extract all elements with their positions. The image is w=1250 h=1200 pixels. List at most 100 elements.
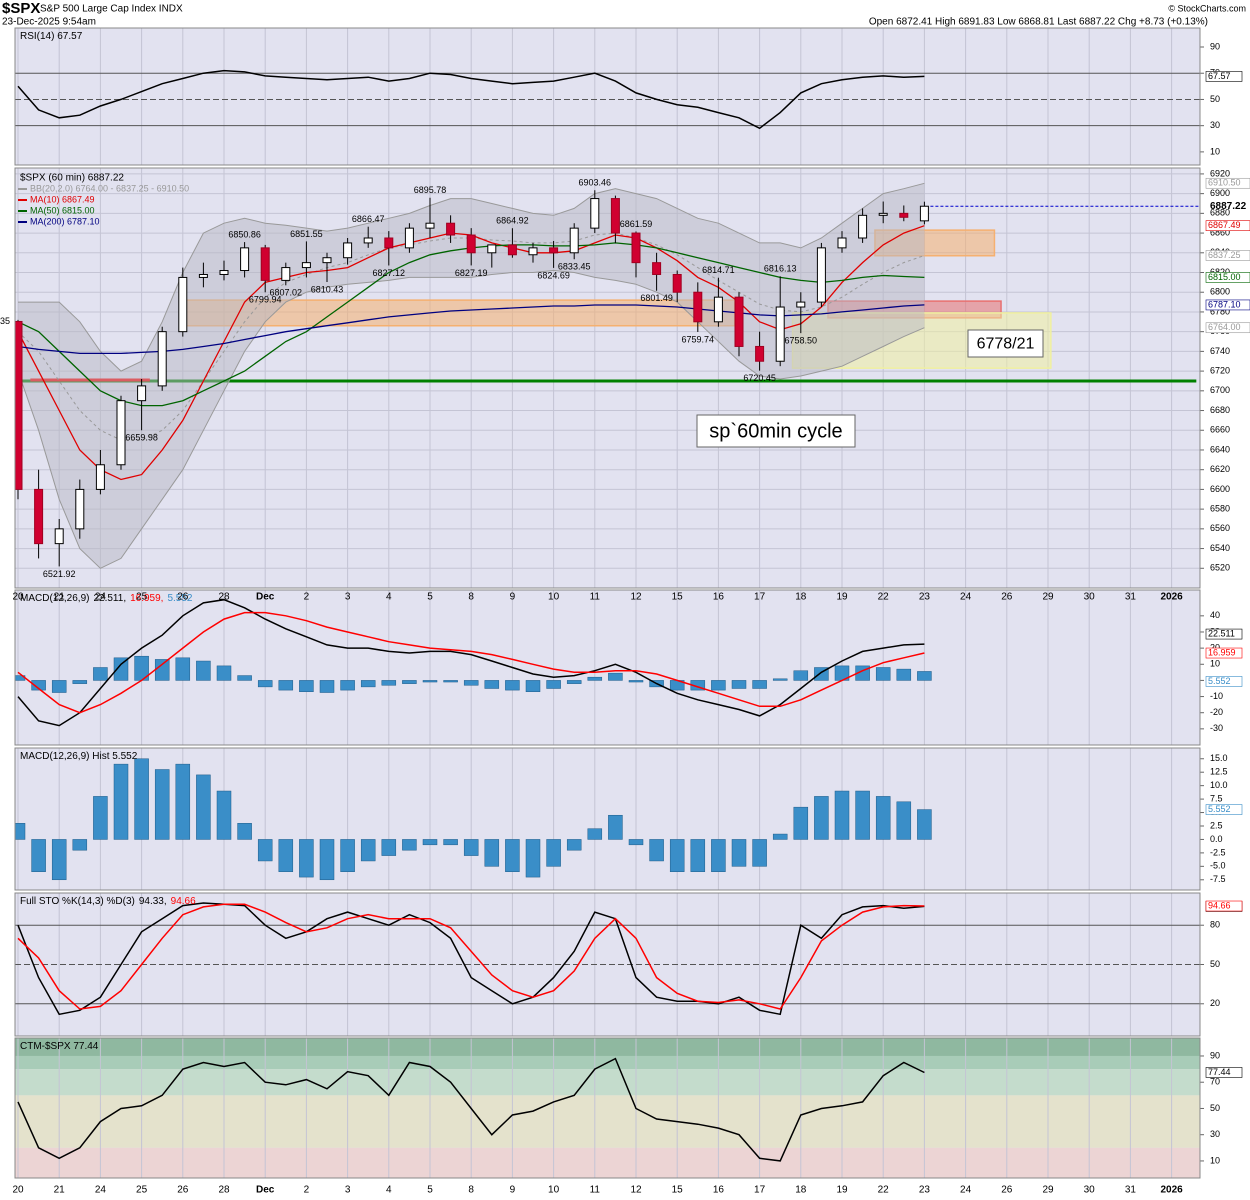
series-line [17, 304, 925, 355]
bar [917, 671, 932, 681]
panel-border [14, 1037, 1201, 1179]
cycle-annotation-box [696, 414, 856, 448]
panel-border [14, 747, 1201, 891]
legend-label: 16.959, [130, 593, 163, 604]
bar [546, 839, 561, 867]
bar [587, 676, 603, 681]
x-tick-label: 16 [713, 1185, 725, 1196]
bar [31, 680, 46, 691]
candle-body [240, 247, 250, 272]
bar [711, 680, 726, 691]
bar [216, 790, 232, 840]
y-tick-label: 0.0 [1210, 834, 1223, 844]
y-tick-label: 90 [1210, 1050, 1220, 1060]
y-tick-label: 20 [1210, 643, 1220, 653]
bar [299, 680, 314, 692]
y-tick-label: 30 [1210, 1129, 1220, 1139]
panel-background [15, 28, 1200, 165]
candle-body [899, 212, 909, 218]
x-tick-label: 26 [1001, 592, 1013, 603]
x-tick-label: 2026 [1160, 1185, 1183, 1196]
x-tick-label: 26 [177, 1185, 189, 1196]
x-tick-label: 8 [468, 592, 474, 603]
last-value-label: 6787.10 [1208, 299, 1241, 309]
x-tick-label: 25 [136, 592, 148, 603]
x-tick-label: 3 [345, 1185, 351, 1196]
x-tick-label: 22 [878, 592, 890, 603]
price-callout: 6720.45 [743, 373, 776, 383]
panel-title-text: Full STO %K(14,3) %D(3) [20, 896, 135, 907]
series-line [17, 232, 925, 441]
candle-body [652, 262, 662, 275]
bar [814, 796, 829, 840]
legend-label: BB(20,2.0) 6764.00 - 6837.25 - 6910.50 [30, 183, 189, 193]
price-callout: 6770.35 [0, 316, 10, 326]
x-tick-label: 29 [1042, 1185, 1054, 1196]
band [15, 1147, 1200, 1178]
bar [93, 796, 108, 840]
series-line [17, 611, 925, 714]
panel-title-text: MACD(12,26,9) Hist 5.552 [20, 751, 138, 762]
x-tick-label: 31 [1125, 592, 1137, 603]
bar [113, 657, 129, 681]
y-tick-label: 70 [1210, 1077, 1220, 1087]
y-tick-label: -7.5 [1210, 874, 1226, 884]
bar [834, 790, 850, 840]
candle-body [137, 385, 147, 402]
bar [711, 839, 726, 872]
bar [772, 833, 788, 840]
y-tick-label: 7.5 [1210, 793, 1223, 803]
last-value-box [1205, 676, 1243, 687]
x-tick-label: 19 [836, 592, 848, 603]
x-tick-label: 18 [795, 592, 807, 603]
legend-label: 94.33, [139, 896, 167, 907]
y-tick-label: -2.5 [1210, 847, 1226, 857]
bar [525, 839, 541, 878]
bar [505, 839, 520, 872]
candle-body [631, 232, 641, 264]
y-tick-label: 50 [1210, 94, 1220, 104]
y-tick-label: 6700 [1210, 385, 1230, 395]
y-tick-label: 90 [1210, 41, 1220, 51]
panel-title: MACD(12,26,9) Hist 5.552 [20, 751, 138, 762]
candle-body [363, 237, 373, 244]
last-value-box [1205, 322, 1250, 334]
bar [463, 839, 479, 856]
bar [381, 680, 397, 686]
bar [608, 814, 623, 840]
last-value-label: 22.511 [1208, 628, 1235, 638]
candle-body [384, 237, 394, 249]
y-tick-label: 6860 [1210, 227, 1230, 237]
bar [690, 839, 706, 872]
x-tick-label: 25 [136, 1185, 148, 1196]
last-value-box [1205, 250, 1250, 261]
last-value-box [1205, 647, 1243, 659]
x-tick-label: 4 [386, 592, 392, 603]
y-tick-label: 6720 [1210, 365, 1230, 375]
y-tick-label: 6740 [1210, 346, 1230, 356]
x-tick-label: 4 [386, 1185, 392, 1196]
legend-label: MA(10) 6867.49 [30, 194, 95, 204]
panel [15, 28, 1200, 165]
candle-body [446, 222, 456, 236]
bar [443, 680, 458, 683]
price-callout: 6827.19 [455, 268, 488, 278]
last-value-label: 5.552 [1208, 676, 1231, 686]
x-tick-label: 2026 [1160, 592, 1183, 603]
y-tick-label: 6920 [1210, 168, 1230, 178]
x-tick-label: 26 [177, 592, 189, 603]
bar [731, 839, 747, 867]
panel-title: CTM-$SPX 77.44 [20, 1041, 99, 1052]
price-callout: 6824.69 [537, 270, 570, 280]
y-tick-label: 6520 [1210, 563, 1230, 573]
x-tick-label: 5 [427, 1185, 433, 1196]
x-tick-label: 21 [54, 592, 66, 603]
bar [917, 809, 932, 840]
x-tick-label: Dec [256, 1185, 275, 1196]
bar [793, 670, 809, 681]
x-tick-label: 24 [960, 592, 972, 603]
x-tick-label: 9 [510, 592, 516, 603]
candle-body [713, 296, 723, 323]
legend-label: MA(50) 6815.00 [30, 205, 95, 215]
price-callout: 6807.02 [270, 288, 303, 298]
